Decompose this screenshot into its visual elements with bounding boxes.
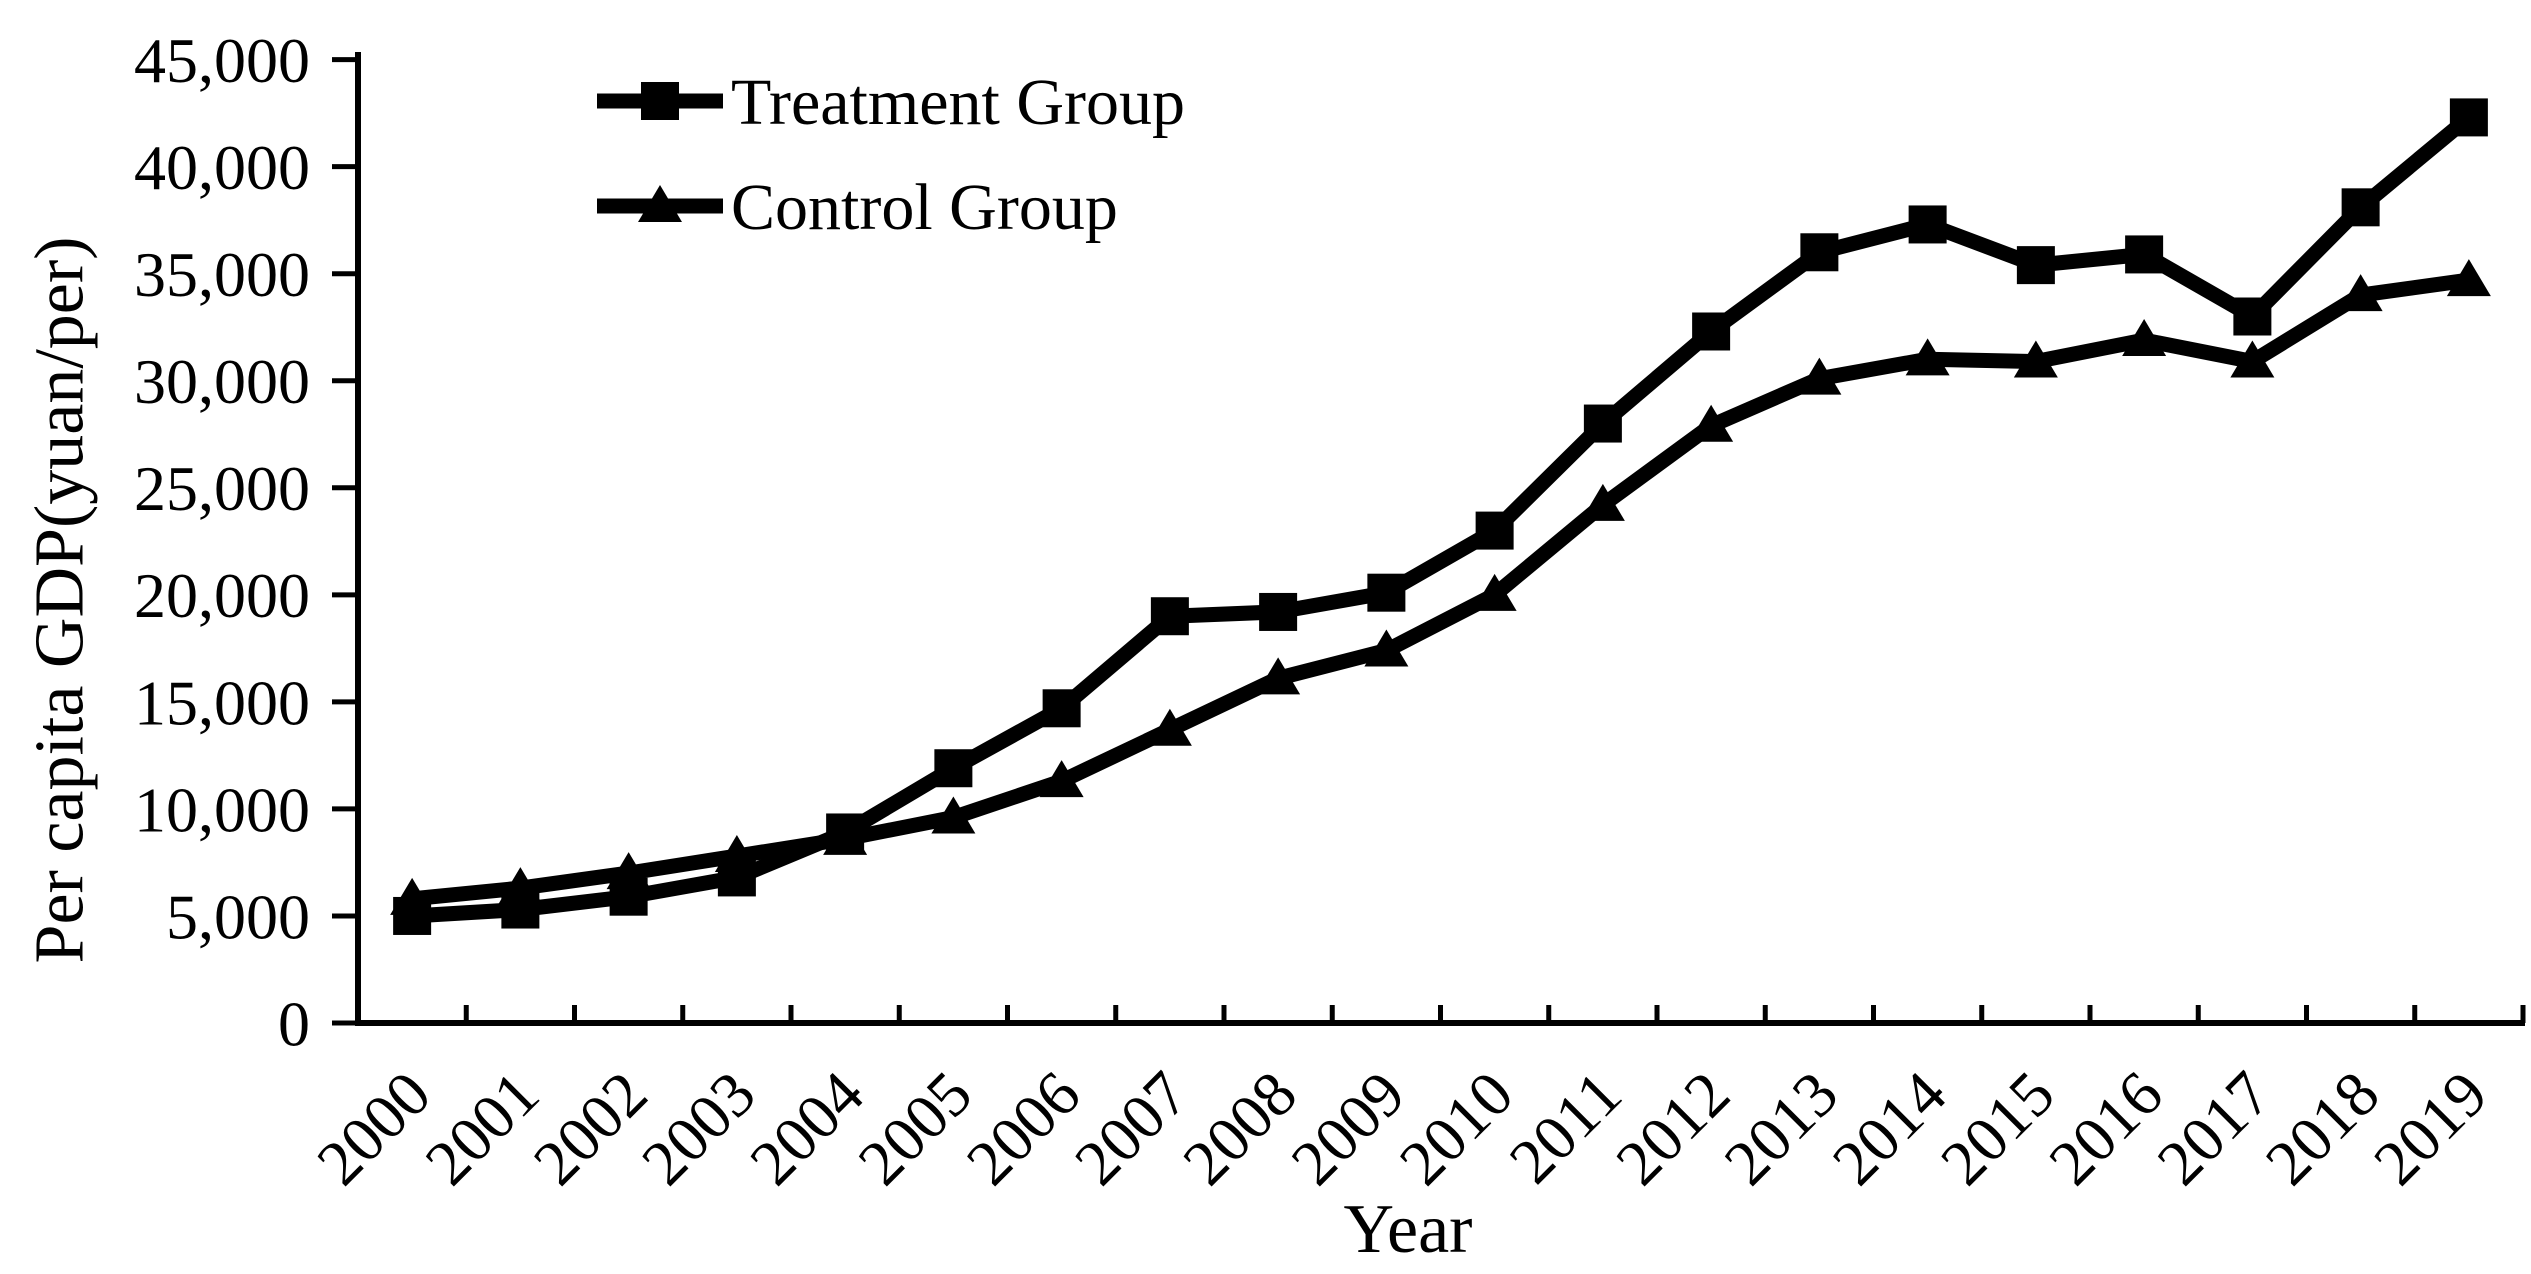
square-marker <box>2125 235 2164 274</box>
triangle-marker <box>2230 340 2275 378</box>
legend-item-control-group: Control Group <box>597 171 1118 244</box>
square-marker <box>2016 246 2055 285</box>
series-control-group <box>390 259 2491 915</box>
y-tick-label: 45,000 <box>134 25 310 96</box>
legend-label-control-group: Control Group <box>731 171 1118 244</box>
square-marker <box>1150 597 1189 636</box>
triangle-marker <box>1364 629 1409 667</box>
square-marker <box>1800 233 1839 272</box>
square-marker <box>2341 188 2380 227</box>
y-tick-label: 15,000 <box>134 667 310 738</box>
triangle-marker <box>1039 760 1084 798</box>
y-tick-label: 25,000 <box>134 453 310 524</box>
triangle-marker <box>1147 708 1192 746</box>
triangle-marker <box>1689 404 1734 442</box>
y-tick-label: 5,000 <box>166 881 310 952</box>
triangle-marker <box>2446 259 2491 297</box>
y-axis-title: Per capita GDP(yuan/per) <box>22 237 99 964</box>
square-marker <box>2233 297 2272 336</box>
square-marker <box>2449 98 2488 137</box>
square-marker <box>934 749 973 788</box>
square-marker <box>501 890 540 929</box>
y-tick-label: 40,000 <box>134 132 310 203</box>
square-marker <box>1259 592 1298 631</box>
square-marker <box>1692 312 1731 351</box>
square-marker-legend <box>641 82 679 120</box>
triangle-marker <box>2338 274 2383 312</box>
y-tick-label: 10,000 <box>134 774 310 845</box>
square-marker <box>1475 511 1514 550</box>
triangle-marker <box>1580 483 1625 521</box>
y-tick-label: 35,000 <box>134 239 310 310</box>
legend-item-treatment-group: Treatment Group <box>597 66 1185 139</box>
triangle-marker <box>2013 340 2058 378</box>
y-tick-label: 20,000 <box>134 560 310 631</box>
triangle-marker <box>1472 573 1517 611</box>
square-marker <box>393 896 432 935</box>
square-marker <box>1583 404 1622 443</box>
square-marker <box>609 877 648 916</box>
square-marker <box>1908 205 1947 244</box>
triangle-marker <box>1797 357 1842 395</box>
x-axis-title: Year <box>1344 1191 1473 1268</box>
square-marker <box>1042 689 1081 728</box>
y-tick-label: 0 <box>278 988 310 1059</box>
triangle-marker <box>1905 338 1950 376</box>
square-marker <box>1367 573 1406 612</box>
triangle-marker <box>931 796 976 834</box>
square-marker <box>826 813 865 852</box>
triangle-marker <box>2122 319 2167 357</box>
y-tick-label: 30,000 <box>134 346 310 417</box>
legend-label-treatment-group: Treatment Group <box>731 66 1185 139</box>
triangle-marker <box>1256 657 1301 695</box>
legend: Treatment Group Control Group <box>597 66 1185 244</box>
square-marker <box>717 858 756 897</box>
series-line-control-group <box>411 272 2470 907</box>
triangle-marker-legend <box>638 185 682 222</box>
series-treatment-group <box>393 98 2488 935</box>
